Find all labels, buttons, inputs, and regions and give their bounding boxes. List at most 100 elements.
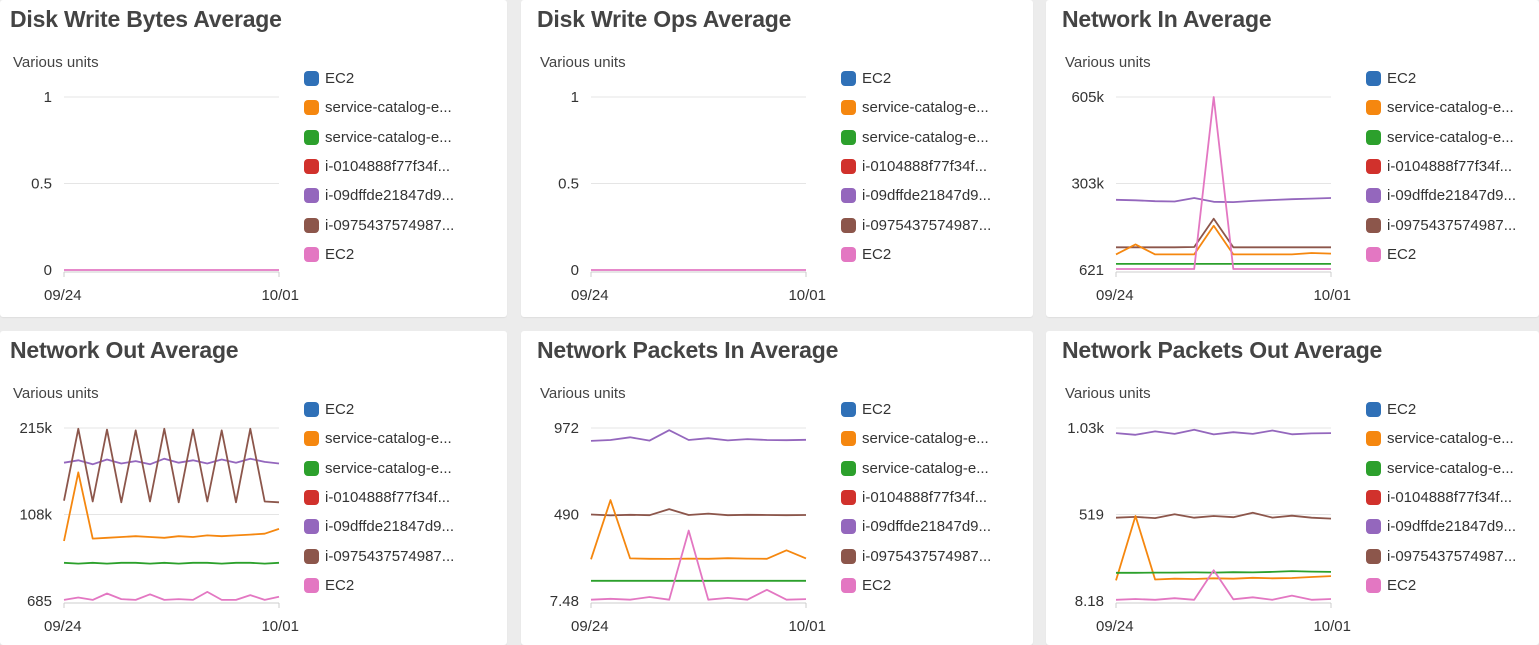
legend-label: i-09dffde21847d9... xyxy=(862,187,992,205)
legend-item[interactable]: service-catalog-e... xyxy=(841,424,1033,453)
widget-disk-write-ops[interactable]: Disk Write Ops Average Various units 1 0.5… xyxy=(521,0,1033,317)
series-line[interactable] xyxy=(590,429,807,442)
legend-item[interactable]: i-0975437574987... xyxy=(304,210,504,239)
legend-item[interactable]: EC2 xyxy=(304,64,504,93)
legend-item[interactable]: i-09dffde21847d9... xyxy=(841,512,1033,541)
legend-item[interactable]: service-catalog-e... xyxy=(1366,454,1539,483)
widget-disk-write-bytes[interactable]: Disk Write Bytes Average Various units 1 0… xyxy=(0,0,507,317)
x-tick-label: 09/24 xyxy=(1096,287,1134,304)
legend-item[interactable]: i-09dffde21847d9... xyxy=(841,181,1033,210)
series-line[interactable] xyxy=(1116,570,1332,574)
legend-item[interactable]: service-catalog-e... xyxy=(304,93,504,122)
legend-label: i-0975437574987... xyxy=(1387,547,1517,565)
series-line[interactable] xyxy=(1115,515,1332,581)
series-line[interactable] xyxy=(63,561,280,565)
widget-title[interactable]: Disk Write Bytes Average xyxy=(10,6,282,32)
legend-item[interactable]: i-09dffde21847d9... xyxy=(1366,181,1539,210)
legend-swatch xyxy=(1366,188,1381,204)
legend-item[interactable]: i-0104888f77f34f... xyxy=(304,152,504,181)
legend-item[interactable]: service-catalog-e... xyxy=(304,454,504,483)
legend-item[interactable]: EC2 xyxy=(1366,571,1539,600)
legend-item[interactable]: EC2 xyxy=(841,240,1033,269)
legend-swatch xyxy=(1366,577,1381,593)
legend-item[interactable]: service-catalog-e... xyxy=(304,123,504,152)
legend-swatch xyxy=(304,159,319,175)
legend-label: service-catalog-e... xyxy=(862,128,989,146)
legend-label: i-09dffde21847d9... xyxy=(1387,187,1517,205)
legend-item[interactable]: i-0975437574987... xyxy=(1366,541,1539,570)
legend-label: service-catalog-e... xyxy=(325,430,452,448)
legend-item[interactable]: EC2 xyxy=(1366,240,1539,269)
series-line[interactable] xyxy=(1115,197,1332,204)
legend-label: i-0975437574987... xyxy=(862,216,992,234)
legend-item[interactable]: EC2 xyxy=(1366,64,1539,93)
legend-item[interactable]: i-0104888f77f34f... xyxy=(304,483,504,512)
legend-item[interactable]: service-catalog-e... xyxy=(1366,123,1539,152)
y-tick-label: 1 xyxy=(571,89,579,106)
widget-title[interactable]: Disk Write Ops Average xyxy=(537,6,792,32)
legend-item[interactable]: i-0104888f77f34f... xyxy=(841,152,1033,181)
widget-network-out[interactable]: Network Out Average Various units 215k 108… xyxy=(0,331,507,645)
legend-item[interactable]: i-0975437574987... xyxy=(304,541,504,570)
x-tick-label: 10/01 xyxy=(788,618,826,635)
widget-title[interactable]: Network In Average xyxy=(1062,6,1272,32)
legend-label: EC2 xyxy=(862,245,892,263)
legend-item[interactable]: service-catalog-e... xyxy=(841,93,1033,122)
y-tick-label: 0 xyxy=(571,262,579,279)
x-tick-label: 09/24 xyxy=(1096,618,1134,635)
legend-item[interactable]: i-0975437574987... xyxy=(1366,210,1539,239)
legend-swatch xyxy=(304,431,319,447)
series-line[interactable] xyxy=(63,427,280,504)
legend-item[interactable]: service-catalog-e... xyxy=(304,424,504,453)
series-line[interactable] xyxy=(63,471,280,542)
widget-title[interactable]: Network Packets Out Average xyxy=(1062,337,1383,363)
legend-item[interactable]: EC2 xyxy=(304,571,504,600)
legend-item[interactable]: EC2 xyxy=(841,395,1033,424)
series-line[interactable] xyxy=(590,499,807,560)
legend-swatch xyxy=(304,577,319,593)
widget-network-in[interactable]: Network In Average Various units 605k 303k… xyxy=(1046,0,1539,317)
legend-item[interactable]: EC2 xyxy=(1366,395,1539,424)
legend-item[interactable]: i-0975437574987... xyxy=(841,210,1033,239)
legend-item[interactable]: EC2 xyxy=(304,395,504,424)
legend-item[interactable]: service-catalog-e... xyxy=(841,123,1033,152)
legend-item[interactable]: i-0975437574987... xyxy=(841,541,1033,570)
legend-label: i-09dffde21847d9... xyxy=(325,187,455,205)
widget-title[interactable]: Network Packets In Average xyxy=(537,337,839,363)
widget-title[interactable]: Network Out Average xyxy=(10,337,239,363)
legend-item[interactable]: i-09dffde21847d9... xyxy=(1366,512,1539,541)
widget-network-packets-in[interactable]: Network Packets In Average Various units… xyxy=(521,331,1033,645)
series-line[interactable] xyxy=(1115,569,1332,601)
legend-item[interactable]: i-09dffde21847d9... xyxy=(304,512,504,541)
legend-item[interactable]: service-catalog-e... xyxy=(1366,93,1539,122)
y-tick-label: 605k xyxy=(1071,89,1104,106)
legend-swatch xyxy=(304,460,319,476)
x-tick-label: 10/01 xyxy=(788,287,826,304)
series-line[interactable] xyxy=(590,529,807,601)
unit-label: Various units xyxy=(13,385,99,402)
chart-area: Various units 972 490 7.48 09/24 10/01 xyxy=(540,385,826,635)
legend-item[interactable]: i-0104888f77f34f... xyxy=(1366,152,1539,181)
legend-label: i-0975437574987... xyxy=(1387,216,1517,234)
series-line[interactable] xyxy=(1115,511,1332,520)
y-tick-label: 7.48 xyxy=(550,593,579,610)
series-line[interactable] xyxy=(1115,428,1332,436)
series-line[interactable] xyxy=(1115,224,1332,256)
legend-item[interactable]: EC2 xyxy=(304,240,504,269)
legend-label: EC2 xyxy=(1387,401,1417,419)
legend-item[interactable]: EC2 xyxy=(841,571,1033,600)
legend-label: service-catalog-e... xyxy=(1387,459,1514,477)
x-tick-label: 09/24 xyxy=(571,287,609,304)
series-line[interactable] xyxy=(63,590,280,601)
legend-item[interactable]: service-catalog-e... xyxy=(841,454,1033,483)
series-line[interactable] xyxy=(1116,217,1331,249)
legend-swatch xyxy=(1366,402,1381,418)
legend-item[interactable]: i-09dffde21847d9... xyxy=(304,181,504,210)
series-line[interactable] xyxy=(1116,96,1331,270)
widget-network-packets-out[interactable]: Network Packets Out Average Various unit… xyxy=(1046,331,1539,645)
series-line[interactable] xyxy=(590,508,807,517)
legend-item[interactable]: i-0104888f77f34f... xyxy=(841,483,1033,512)
legend-item[interactable]: i-0104888f77f34f... xyxy=(1366,483,1539,512)
legend-item[interactable]: service-catalog-e... xyxy=(1366,424,1539,453)
legend-item[interactable]: EC2 xyxy=(841,64,1033,93)
